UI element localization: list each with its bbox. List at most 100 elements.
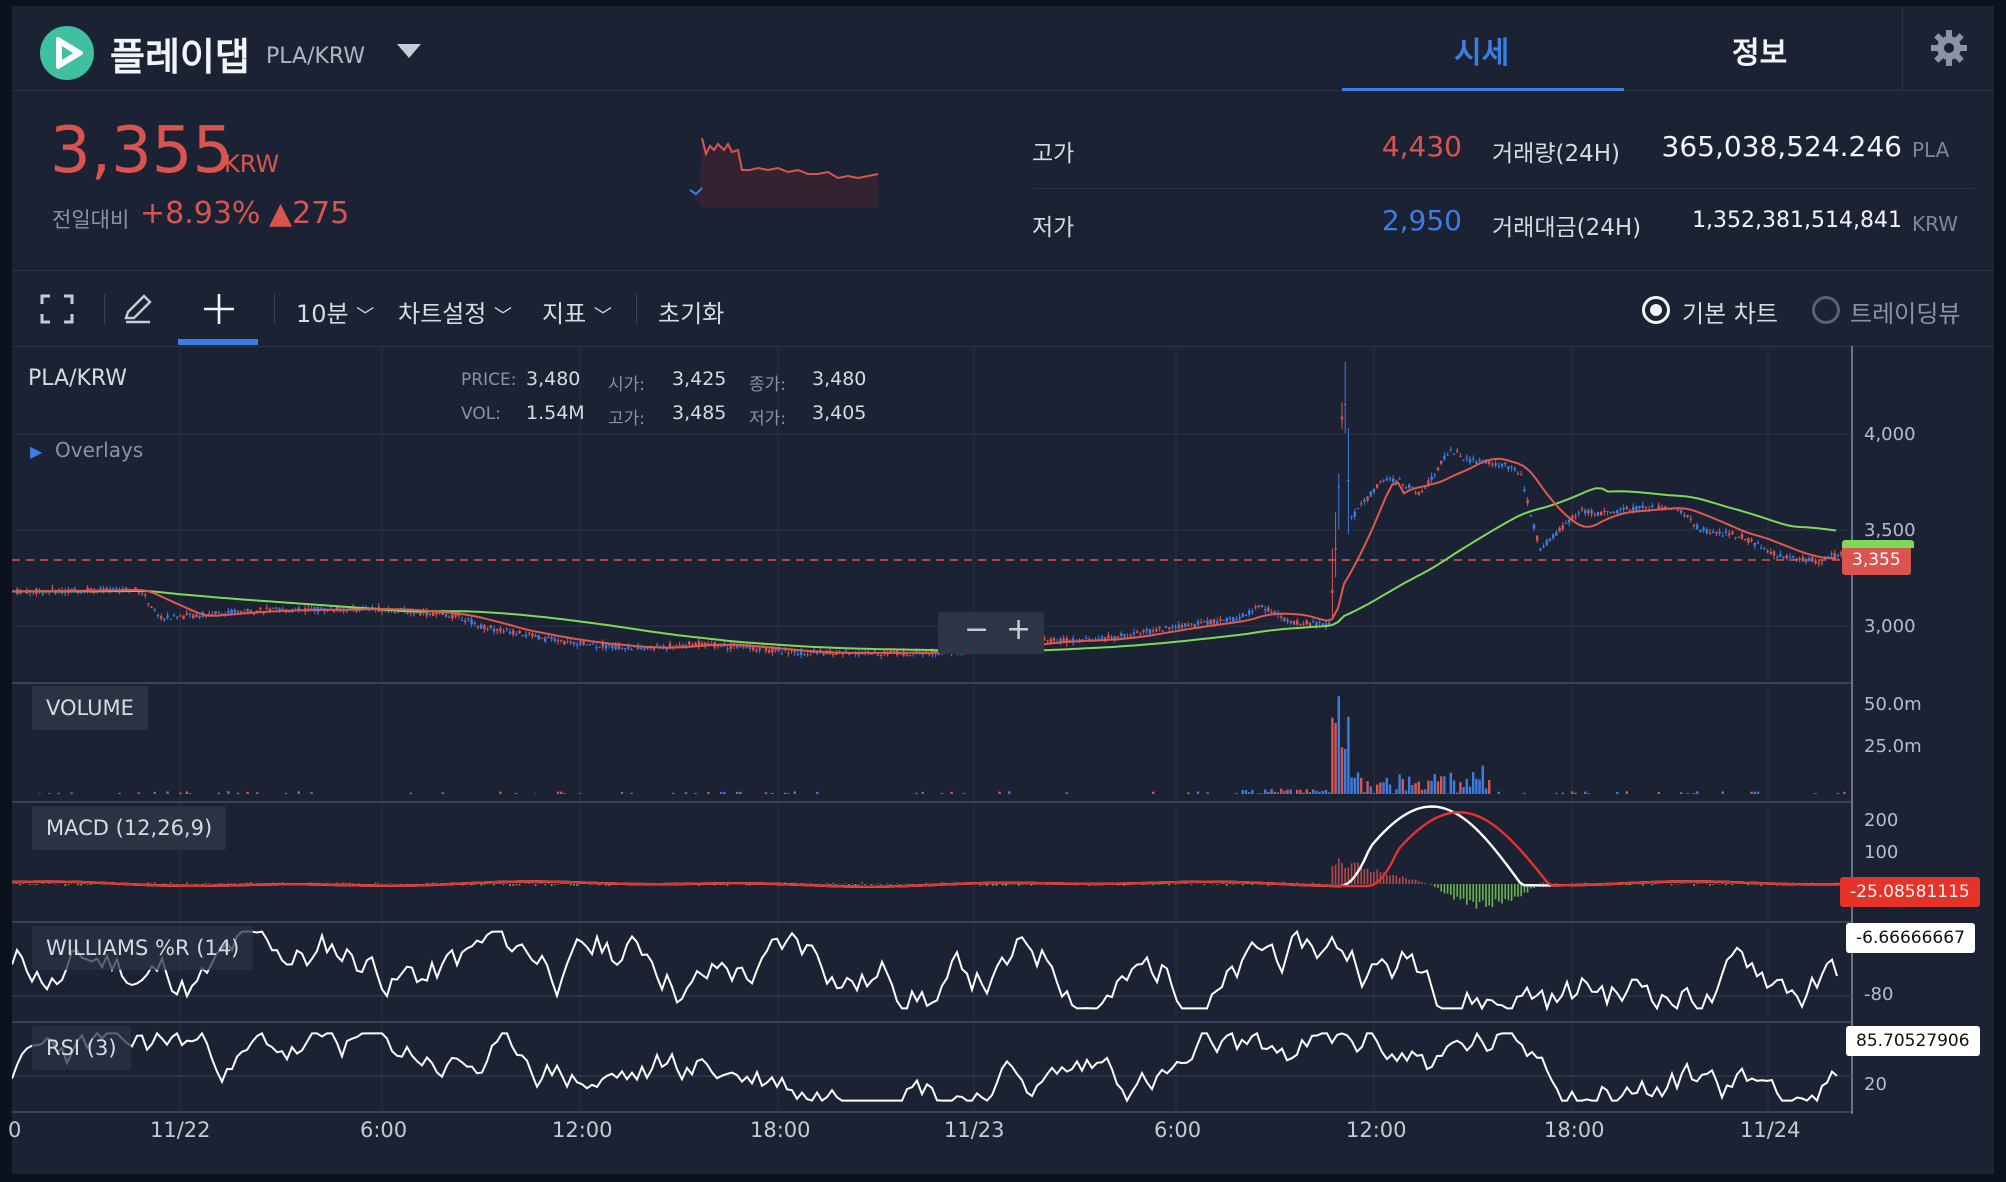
candle-body: [307, 608, 310, 610]
candle-body: [1603, 510, 1606, 512]
candle-body: [614, 644, 617, 650]
macd-histogram-bar: [435, 882, 438, 884]
basic-chart-label[interactable]: 기본 차트: [1682, 300, 1778, 328]
candle-body: [489, 625, 492, 628]
williams-tag: -6.66666667: [1846, 923, 1975, 953]
macd-histogram-bar: [1696, 882, 1698, 884]
candle-body: [1577, 512, 1580, 514]
candle-body: [393, 612, 396, 614]
macd-histogram-bar: [1642, 884, 1644, 886]
panel-dividers: [12, 682, 1852, 1113]
macd-histogram-bar: [1411, 879, 1414, 884]
macd-histogram-bar: [1747, 884, 1750, 886]
pencil-icon[interactable]: [120, 292, 154, 326]
candle-body: [1360, 503, 1363, 505]
candle-body: [310, 608, 313, 610]
crosshair-icon[interactable]: [202, 292, 236, 326]
candle-body: [1433, 473, 1436, 475]
trading-view-radio[interactable]: [1812, 296, 1840, 324]
macd-histogram-bar: [80, 884, 82, 886]
candle-body: [716, 645, 720, 647]
candle-body: [524, 634, 528, 637]
volume-bar: [1251, 790, 1254, 794]
trading-view-label[interactable]: 트레이딩뷰: [1850, 300, 1961, 328]
candle-body: [166, 615, 169, 618]
chevron-down-icon[interactable]: [396, 42, 422, 60]
candle-body: [560, 640, 563, 642]
candle-body: [217, 611, 220, 613]
candle-body: [1465, 457, 1468, 459]
tab-price[interactable]: 시세: [1454, 36, 1510, 71]
chart-settings-dropdown[interactable]: 차트설정 ﹀: [398, 294, 512, 329]
candle-body: [1308, 622, 1312, 626]
candle-body: [508, 631, 512, 634]
candle-body: [1353, 511, 1356, 517]
macd-tag: -25.08581115: [1840, 877, 1980, 907]
candle-body: [793, 651, 796, 653]
legend-vol-key: VOL:: [461, 404, 501, 424]
macd-histogram-bar: [86, 884, 89, 885]
candle-body: [1404, 487, 1408, 489]
candle-body: [1696, 524, 1699, 530]
reset-button[interactable]: 초기화: [658, 300, 725, 328]
candle-body: [1318, 622, 1321, 624]
zoom-out-button[interactable]: −: [964, 612, 990, 647]
legend-symbol: PLA/KRW: [28, 366, 128, 391]
macd-histogram-bar: [1408, 879, 1410, 884]
candle-body: [1417, 492, 1420, 495]
candle-body: [182, 615, 185, 620]
candle-body: [547, 636, 550, 638]
basic-chart-radio[interactable]: [1642, 296, 1670, 324]
header-bar: 플레이댑 PLA/KRW 시세 정보: [12, 6, 1994, 91]
interval-dropdown[interactable]: 10분 ﹀: [296, 294, 374, 329]
candle-body: [601, 642, 604, 647]
candle-body: [582, 641, 585, 645]
candle-body: [1552, 534, 1555, 539]
candle-body: [1129, 635, 1132, 637]
x-tick: 12:00: [552, 1118, 613, 1142]
candle-body: [233, 609, 236, 613]
volume-bar: [1411, 785, 1414, 794]
candle-body: [1609, 511, 1612, 513]
tab-info[interactable]: 정보: [1732, 36, 1788, 71]
macd-histogram-bar: [1318, 883, 1321, 884]
settings-button[interactable]: [1902, 6, 1995, 90]
candle-body: [1158, 626, 1161, 629]
candle-body: [822, 650, 825, 656]
volume-bar: [1308, 792, 1312, 794]
volume-bar: [723, 791, 726, 794]
candle-body: [412, 613, 416, 615]
macd-histogram-bar: [496, 883, 498, 884]
macd-histogram-bar: [1709, 884, 1711, 886]
candle-body: [1414, 492, 1417, 494]
macd-histogram-bar: [714, 884, 716, 886]
candle-body: [704, 642, 707, 647]
fullscreen-icon[interactable]: [40, 294, 74, 324]
volume-bar: [1657, 792, 1660, 794]
candle-body: [624, 647, 627, 649]
candle-body: [1734, 537, 1737, 539]
candle-body: [729, 643, 732, 649]
candle-body: [1289, 620, 1292, 624]
overlays-toggle[interactable]: ▶ Overlays: [30, 438, 143, 462]
candle-body: [1270, 611, 1273, 613]
indicators-dropdown[interactable]: 지표 ﹀: [542, 294, 612, 329]
macd-histogram-bar: [589, 884, 591, 885]
macd-histogram-bar: [518, 884, 521, 886]
price-chart[interactable]: [12, 346, 1994, 1144]
zoom-in-button[interactable]: +: [1006, 612, 1032, 647]
candle-body: [384, 610, 387, 612]
candle-body: [1376, 484, 1379, 488]
candle-body: [1708, 532, 1712, 534]
candle-body: [720, 645, 723, 647]
candle-body: [240, 611, 243, 614]
candle-body: [124, 587, 128, 591]
candle-body: [1344, 404, 1347, 406]
candle-body: [1110, 636, 1113, 638]
candle-body: [1705, 529, 1708, 534]
candle-body: [176, 616, 179, 618]
macd-histogram-bar: [906, 883, 908, 884]
candle-body: [748, 645, 752, 649]
macd-histogram-bar: [1389, 875, 1391, 884]
grid: [12, 346, 1852, 1112]
